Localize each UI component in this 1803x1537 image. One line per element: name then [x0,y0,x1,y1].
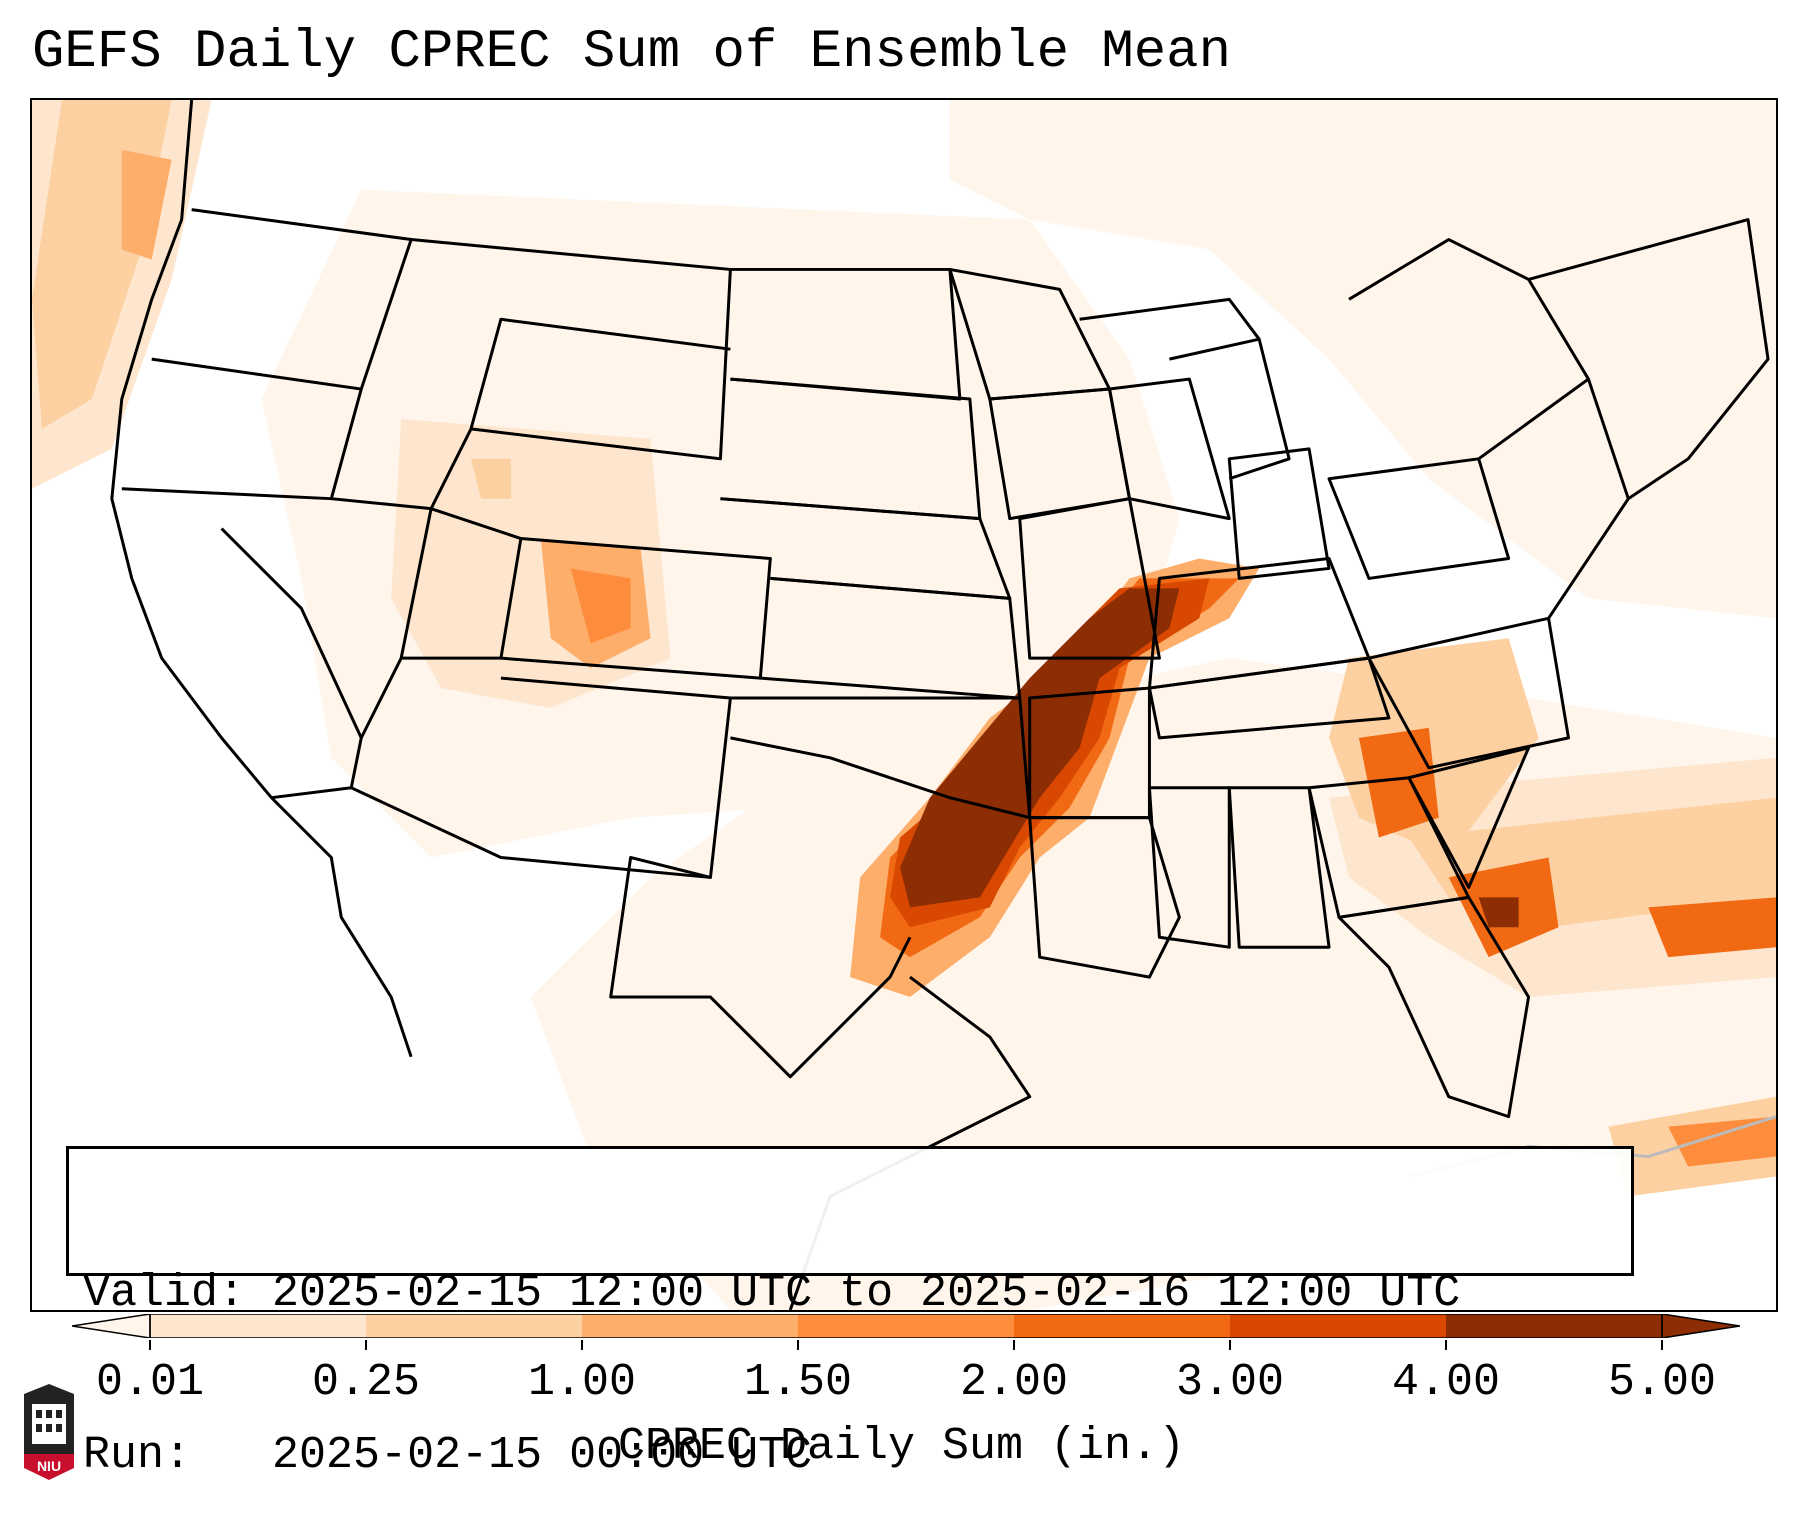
new-england-canada [1528,218,1770,500]
northeast-coast [1477,377,1630,620]
oklahoma [730,696,1032,820]
precip-field-georgia [1358,727,1439,838]
precip-field-utah [470,458,511,499]
colorbar-tick-label: 5.00 [1607,1357,1717,1408]
run-value: 2025-02-15 00:00 UTC [272,1430,813,1481]
colorbar-border [149,1314,1663,1338]
michigan [1169,337,1291,481]
colorbar-ticks [149,1340,1663,1350]
colorbar-tick-label: 2.00 [959,1357,1069,1408]
boundaries [110,100,1776,1310]
utah-border [401,507,523,660]
colorbar-max-extension [1661,1314,1740,1338]
logo-text: NIU [36,1458,62,1474]
run-label: Run: [83,1430,192,1481]
colorbar-min-extension [72,1314,151,1338]
colorbar-segment [366,1314,583,1338]
map-panel [30,98,1778,1312]
valid-info-box: Valid: 2025-02-15 12:00 UTC to 2025-02-1… [66,1146,1634,1481]
nevada-border [331,497,433,739]
run-row: Run: 2025-02-15 00:00 UTC [83,1429,1617,1483]
lake-superior [1079,297,1261,341]
colorbar-segment [1446,1314,1663,1338]
indiana-ohio [1227,447,1331,580]
florida [1337,895,1531,1119]
precip-heavy-field [850,558,1260,998]
colorbar-tick-label: 1.00 [527,1357,637,1408]
colorbar-segment [1230,1314,1447,1338]
chart-title: GEFS Daily CPREC Sum of Ensemble Mean [32,22,1231,83]
virginia-nc [1367,616,1570,770]
colorbar-tick-label: 0.25 [311,1357,421,1408]
oregon-border [121,357,363,501]
colorbar-segment [798,1314,1015,1338]
colorado-border [500,537,772,680]
idaho-wyoming [469,317,731,430]
great-lakes-north [1348,238,1590,380]
colorbar [72,1314,1740,1338]
logo-red-base [24,1454,74,1480]
precip-field-atlantic-east [1648,897,1776,958]
niu-logo [24,1384,74,1480]
colorbar-tick-label: 4.00 [1391,1357,1501,1408]
precip-field-northeast [949,100,1776,619]
colorbar-tick-label: 1.50 [743,1357,853,1408]
colorbar-tick-label: 3.00 [1175,1357,1285,1408]
precip-field-pacific-nw-peak [121,149,172,260]
precip-field-colorado-core [570,568,631,644]
baja-coast [270,796,413,1058]
south-carolina [1407,746,1531,889]
precip-field-core [900,588,1180,908]
valid-row: Valid: 2025-02-15 12:00 UTC to 2025-02-1… [83,1267,1617,1321]
precip-field-atlantic-peak [1478,897,1519,928]
texas-border [609,856,912,1079]
wisconsin-illinois [1108,377,1231,521]
valid-label: Valid: [83,1268,246,1319]
colorbar-segment [1014,1314,1231,1338]
alabama [1227,786,1331,949]
montana-border [410,238,732,510]
colorbar-segment [582,1314,799,1338]
valid-value: 2025-02-15 12:00 UTC to 2025-02-16 12:00… [272,1268,1461,1319]
colorbar-label: CPREC Daily Sum (in.) [617,1421,1186,1472]
mississippi [1147,786,1231,949]
missouri [1018,497,1161,660]
colorbar-segment [150,1314,367,1338]
colorbar-tick-label: 0.01 [95,1357,205,1408]
precip-field-caribbean-core [1668,1116,1776,1167]
west-coast [110,100,273,799]
louisiana [1028,816,1181,979]
kansas [760,576,1022,700]
pennsylvania-wv [1327,457,1511,580]
precip-map [32,100,1776,1310]
